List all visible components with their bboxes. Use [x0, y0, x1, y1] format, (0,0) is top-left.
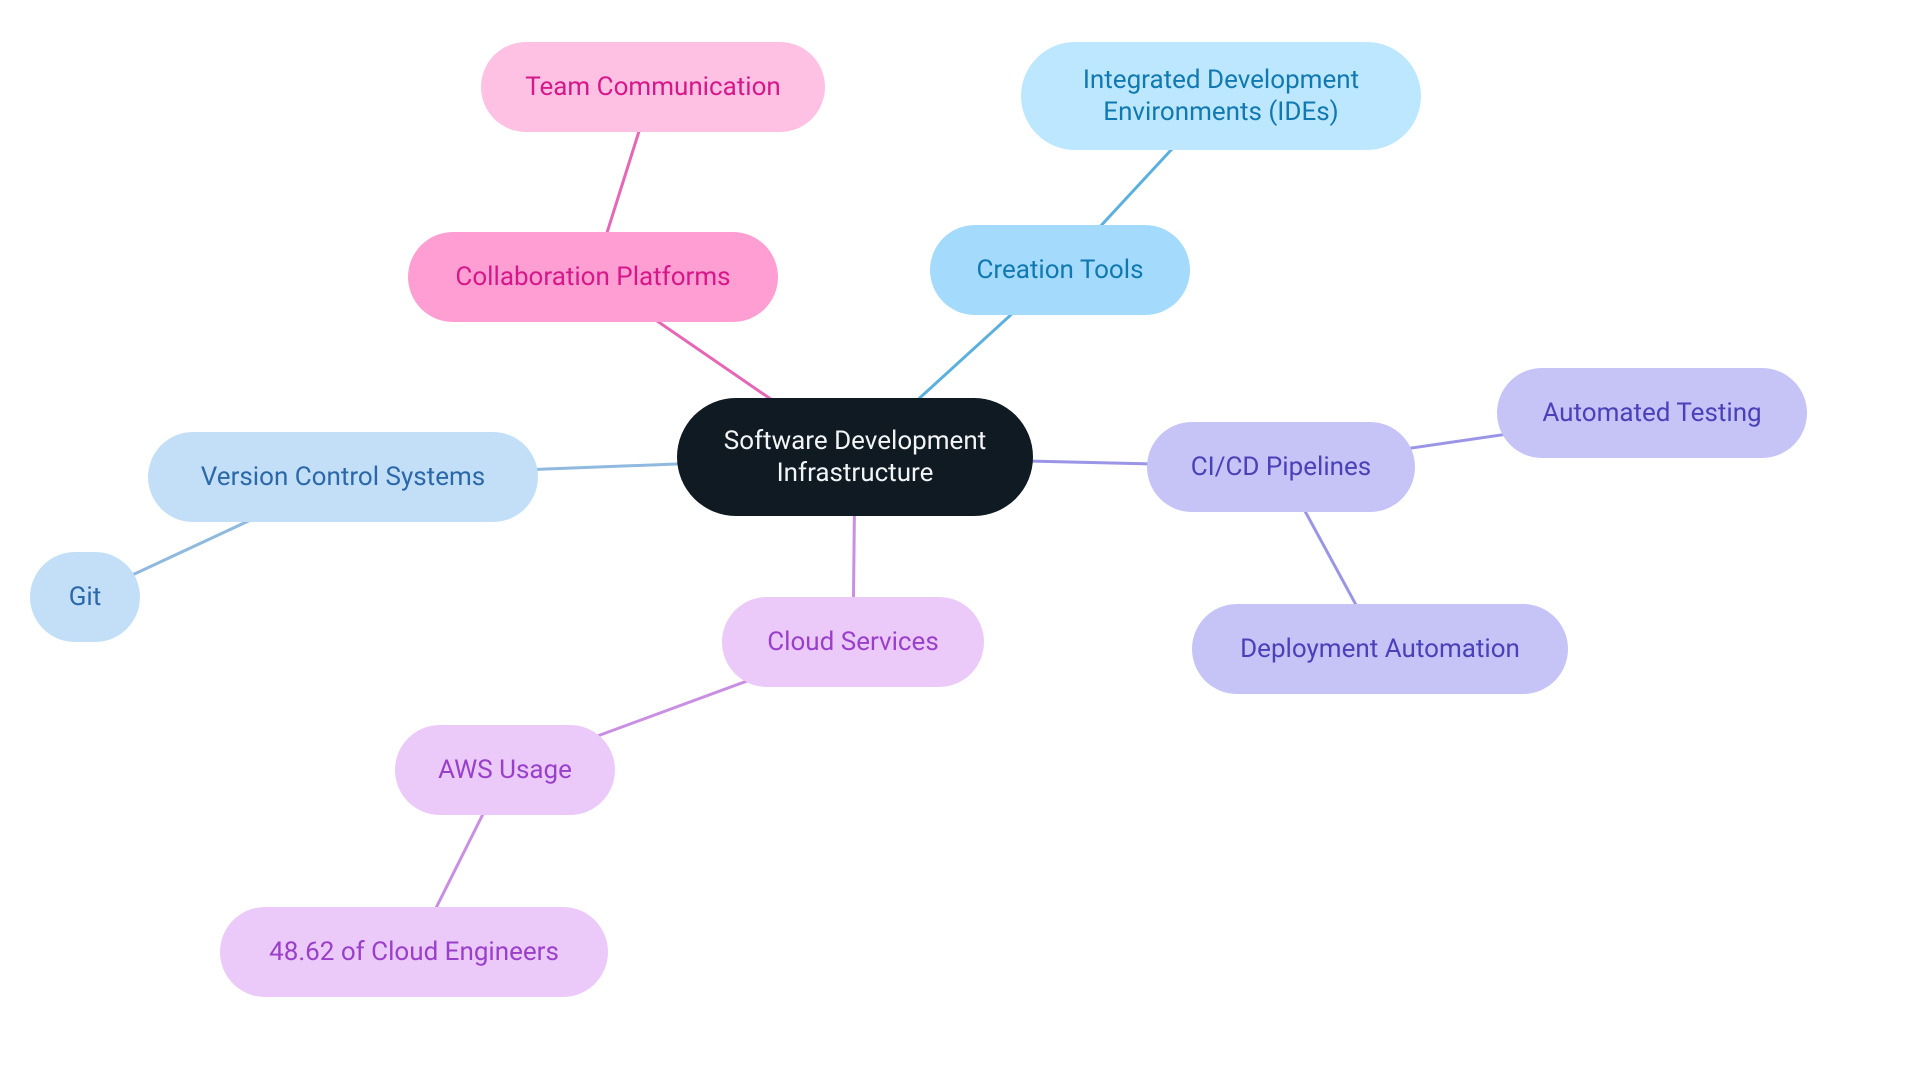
node-deploy[interactable]: Deployment Automation [1192, 604, 1568, 694]
node-center[interactable]: Software DevelopmentInfrastructure [677, 398, 1033, 516]
node-aws[interactable]: AWS Usage [395, 725, 615, 815]
node-vcs[interactable]: Version Control Systems [148, 432, 538, 522]
node-autotest[interactable]: Automated Testing [1497, 368, 1807, 458]
node-creation[interactable]: Creation Tools [930, 225, 1190, 315]
node-cloud[interactable]: Cloud Services [722, 597, 984, 687]
node-git[interactable]: Git [30, 552, 140, 642]
node-teamcomm[interactable]: Team Communication [481, 42, 825, 132]
node-collab[interactable]: Collaboration Platforms [408, 232, 778, 322]
node-cicd[interactable]: CI/CD Pipelines [1147, 422, 1415, 512]
node-engineers[interactable]: 48.62 of Cloud Engineers [220, 907, 608, 997]
mindmap-canvas: Software DevelopmentInfrastructure Collab… [0, 0, 1920, 1083]
node-ides[interactable]: Integrated DevelopmentEnvironments (IDEs… [1021, 42, 1421, 150]
